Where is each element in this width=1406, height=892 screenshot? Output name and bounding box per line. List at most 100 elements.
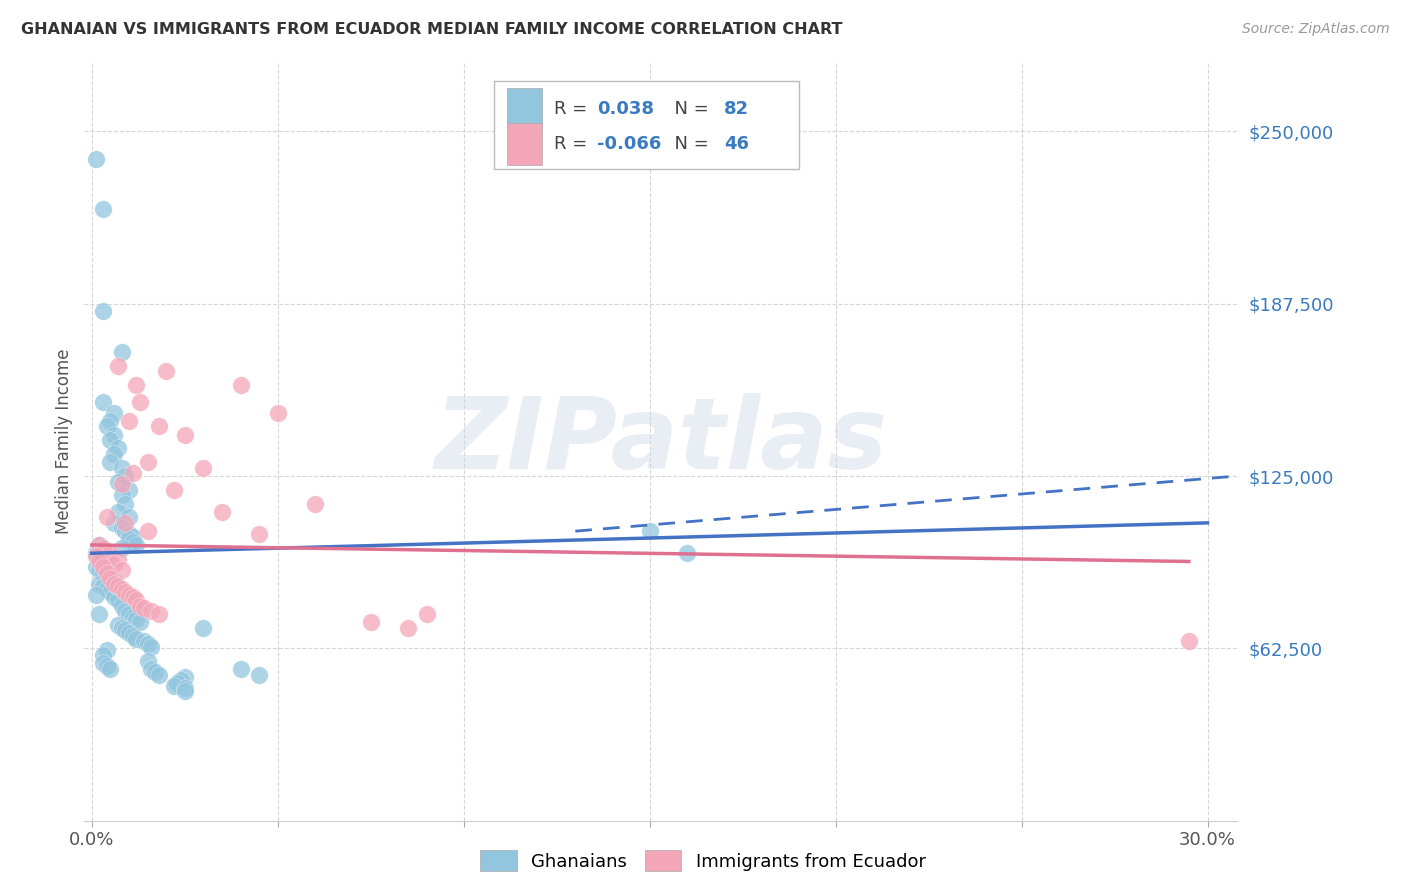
Point — [89, 576, 111, 591]
Point — [96, 554, 118, 568]
Point — [103, 447, 125, 461]
Point — [84, 152, 107, 166]
Point — [89, 563, 111, 577]
Point — [103, 558, 125, 572]
Point — [96, 566, 118, 580]
Point — [173, 427, 195, 442]
Point — [84, 549, 107, 563]
Point — [91, 648, 114, 663]
Point — [96, 582, 118, 596]
Point — [247, 527, 270, 541]
Point — [91, 541, 114, 555]
Point — [193, 460, 215, 475]
Point — [107, 475, 129, 489]
Point — [118, 607, 141, 621]
Point — [162, 679, 184, 693]
Point — [125, 612, 148, 626]
Text: 82: 82 — [724, 100, 749, 119]
Point — [173, 684, 195, 698]
Point — [103, 406, 125, 420]
Point — [162, 483, 184, 497]
Point — [89, 538, 111, 552]
Point — [96, 659, 118, 673]
Point — [107, 579, 129, 593]
Point — [107, 593, 129, 607]
Point — [114, 604, 136, 618]
Point — [173, 670, 195, 684]
Point — [110, 599, 132, 613]
Point — [100, 455, 122, 469]
Point — [229, 662, 252, 676]
Point — [110, 541, 132, 555]
Point — [121, 535, 143, 549]
Point — [118, 483, 141, 497]
Point — [114, 469, 136, 483]
Point — [110, 582, 132, 596]
Point — [118, 626, 141, 640]
Point — [125, 593, 148, 607]
Point — [89, 554, 111, 568]
Point — [415, 607, 437, 621]
Point — [125, 632, 148, 646]
Point — [118, 527, 141, 541]
Point — [107, 505, 129, 519]
Point — [193, 621, 215, 635]
Point — [107, 442, 129, 456]
Point — [96, 510, 118, 524]
Text: N =: N = — [664, 100, 714, 119]
Point — [121, 609, 143, 624]
Point — [110, 488, 132, 502]
Point — [91, 566, 114, 580]
Point — [118, 510, 141, 524]
Point — [141, 662, 163, 676]
Text: -0.066: -0.066 — [598, 136, 662, 153]
Point — [170, 673, 193, 687]
Point — [84, 546, 107, 560]
Y-axis label: Median Family Income: Median Family Income — [55, 349, 73, 534]
Point — [143, 665, 166, 679]
Point — [125, 378, 148, 392]
Point — [100, 414, 122, 428]
Point — [91, 657, 114, 671]
Point — [267, 406, 290, 420]
Point — [100, 571, 122, 585]
Point — [100, 558, 122, 572]
Text: 46: 46 — [724, 136, 749, 153]
Text: ZIPatlas: ZIPatlas — [434, 393, 887, 490]
Point — [100, 662, 122, 676]
Point — [121, 467, 143, 481]
Point — [136, 455, 159, 469]
Point — [229, 378, 252, 392]
Point — [96, 642, 118, 657]
Point — [100, 584, 122, 599]
Legend: Ghanaians, Immigrants from Ecuador: Ghanaians, Immigrants from Ecuador — [474, 843, 932, 879]
Point — [121, 591, 143, 605]
Point — [155, 364, 177, 378]
Point — [360, 615, 382, 629]
Point — [136, 654, 159, 668]
Point — [103, 591, 125, 605]
Point — [107, 359, 129, 373]
Text: GHANAIAN VS IMMIGRANTS FROM ECUADOR MEDIAN FAMILY INCOME CORRELATION CHART: GHANAIAN VS IMMIGRANTS FROM ECUADOR MEDI… — [21, 22, 842, 37]
Point — [91, 551, 114, 566]
Point — [96, 568, 118, 582]
Point — [110, 621, 132, 635]
Point — [91, 560, 114, 574]
Point — [110, 521, 132, 535]
Text: R =: R = — [554, 100, 592, 119]
Point — [676, 546, 699, 560]
Point — [121, 629, 143, 643]
Point — [136, 524, 159, 538]
Point — [148, 667, 170, 681]
Point — [173, 681, 195, 696]
Point — [129, 599, 152, 613]
Point — [91, 303, 114, 318]
Point — [129, 615, 152, 629]
Point — [118, 533, 141, 547]
Point — [638, 524, 661, 538]
Point — [118, 414, 141, 428]
Point — [166, 675, 188, 690]
Point — [96, 419, 118, 434]
Point — [125, 538, 148, 552]
Point — [100, 546, 122, 560]
